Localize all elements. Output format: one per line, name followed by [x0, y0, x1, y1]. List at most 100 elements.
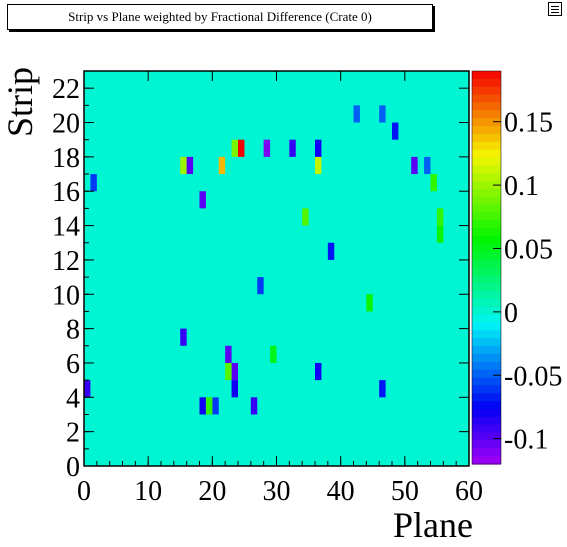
y-tick-label: 0: [66, 452, 80, 483]
y-tick-label: 18: [52, 143, 80, 174]
palette-frame: [471, 70, 502, 465]
heatmap-cell: [315, 156, 322, 175]
canvas-menu-icon[interactable]: [548, 2, 562, 16]
palette-band: [472, 157, 501, 166]
heatmap-cell: [225, 345, 232, 363]
heatmap-cell: [186, 156, 194, 175]
heatmap-background: [84, 71, 469, 466]
heatmap-cell: [315, 362, 322, 381]
palette-band: [472, 408, 501, 418]
heatmap-cell: [366, 294, 373, 312]
palette-tick-label: 0.1: [504, 171, 539, 202]
heatmap-cell: [250, 397, 258, 415]
heatmap-cell: [238, 139, 245, 157]
heatmap-cell: [231, 139, 238, 157]
heatmap-cell: [436, 225, 444, 243]
palette-band: [472, 298, 501, 308]
palette-band: [472, 330, 501, 339]
palette-band: [472, 267, 501, 276]
x-axis-label: Plane: [393, 505, 473, 545]
heatmap-cell: [353, 105, 360, 123]
palette-band: [472, 456, 501, 465]
heatmap-cell: [84, 380, 91, 398]
heatmap-cell: [379, 105, 386, 123]
heatmap-cell: [212, 397, 219, 415]
palette-band: [472, 102, 501, 111]
x-tick-label: 10: [134, 476, 162, 507]
y-tick-label: 20: [52, 109, 80, 140]
palette-band: [472, 126, 501, 135]
x-axis: 0 10 20 30 40 50 60: [77, 71, 483, 507]
palette-tick-label: -0.05: [504, 361, 562, 392]
palette-band: [472, 110, 501, 119]
palette-band: [472, 424, 501, 434]
heatmap-cell: [199, 191, 206, 209]
palette-band: [472, 377, 501, 386]
heatmap-cells: [84, 71, 469, 466]
palette-band: [472, 322, 501, 331]
palette-band: [472, 78, 501, 88]
heatmap-cell: [379, 380, 386, 398]
palette-band: [472, 71, 501, 80]
palette-band: [472, 283, 501, 292]
y-tick-label: 10: [52, 280, 80, 311]
heatmap-cell: [199, 397, 206, 415]
plot-title-box: Strip vs Plane weighted by Fractional Di…: [7, 4, 433, 30]
heatmap-cell: [205, 397, 213, 415]
heatmap-cell: [392, 122, 399, 140]
palette-band: [472, 133, 501, 143]
heatmap-cell: [231, 362, 238, 381]
y-tick-label: 6: [66, 349, 80, 380]
x-tick-label: 50: [391, 476, 419, 507]
palette-band: [472, 369, 501, 379]
heatmap-cell: [327, 242, 335, 260]
palette-band: [472, 188, 501, 198]
x-tick-label: 0: [77, 476, 91, 507]
y-tick-label: 16: [52, 177, 80, 208]
palette-band: [472, 251, 501, 261]
heatmap-cell: [411, 156, 418, 175]
heatmap-cell: [436, 208, 444, 226]
heatmap-cell: [180, 328, 187, 346]
palette-band: [472, 118, 501, 127]
palette-band: [472, 353, 501, 363]
palette-band: [472, 346, 501, 355]
palette-band: [472, 432, 501, 442]
y-axis-label: Strip: [0, 67, 40, 137]
palette-band: [472, 275, 501, 284]
palette-band: [472, 440, 501, 449]
palette-band: [472, 236, 501, 245]
palette-band: [472, 173, 501, 182]
x-tick-label: 30: [263, 476, 291, 507]
heatmap-cell: [315, 139, 322, 157]
palette-band: [472, 393, 501, 402]
palette-tick-label: 0: [504, 298, 518, 329]
palette-tick-label: 0.05: [504, 234, 553, 265]
palette-band: [472, 416, 501, 426]
heatmap-cell: [263, 139, 271, 157]
palette-band: [472, 401, 501, 410]
x-tick-label: 20: [198, 476, 226, 507]
palette-band: [472, 94, 501, 104]
x-tick-label: 40: [327, 476, 355, 507]
palette-band: [472, 338, 501, 347]
y-tick-label: 2: [66, 418, 80, 449]
y-tick-label: 12: [52, 246, 80, 277]
palette-band: [472, 243, 501, 253]
heatmap-cell: [218, 156, 226, 175]
palette-band: [472, 196, 501, 206]
heatmap-cell: [231, 380, 238, 398]
palette-band: [472, 448, 501, 457]
palette-band: [472, 212, 501, 221]
y-tick-label: 22: [52, 74, 80, 105]
palette-band: [472, 385, 501, 394]
palette-band: [472, 228, 501, 237]
y-tick-label: 4: [66, 383, 80, 414]
palette-band: [472, 141, 501, 151]
palette-tick-label: -0.1: [504, 425, 548, 456]
plot-title: Strip vs Plane weighted by Fractional Di…: [68, 9, 372, 24]
heatmap-cell: [302, 208, 309, 226]
palette-band: [472, 361, 501, 371]
